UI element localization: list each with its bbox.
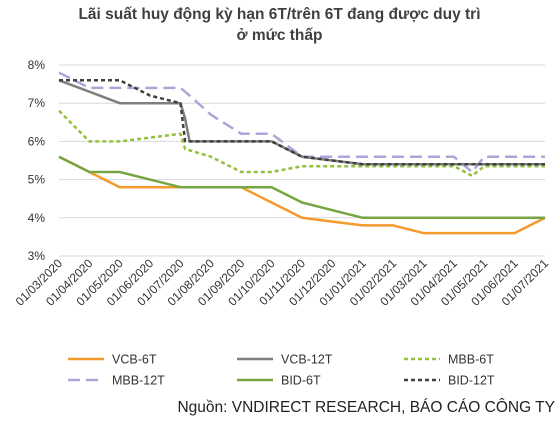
y-tick-label: 8% xyxy=(28,58,46,72)
series-line-bid-12t xyxy=(59,79,545,166)
chart-title: Lãi suất huy động kỳ hạn 6T/trên 6T đang… xyxy=(0,4,559,46)
y-tick-label: 4% xyxy=(28,211,46,225)
legend: VCB-6T VCB-12T MBB-6T MBB-12T BID-6T BID-12T xyxy=(68,353,495,388)
y-tick-label: 5% xyxy=(28,173,46,187)
legend-label-bid-6t: BID-6T xyxy=(281,374,321,388)
chart-title-line-1: Lãi suất huy động kỳ hạn 6T/trên 6T đang… xyxy=(78,6,481,23)
gridlines xyxy=(59,64,545,257)
y-tick-label: 7% xyxy=(28,96,46,110)
series-line-vcb-12t xyxy=(58,79,545,166)
y-tick-label: 6% xyxy=(28,134,46,148)
chart-title-line-2: ở mức thấp xyxy=(236,27,323,44)
source-note: Nguồn: VNDIRECT RESEARCH, BÁO CÁO CÔNG T… xyxy=(177,399,555,416)
y-axis: 3% 4% 5% 6% 7% 8% xyxy=(28,58,46,263)
legend-label-mbb-6t: MBB-6T xyxy=(448,353,494,367)
legend-label-vcb-12t: VCB-12T xyxy=(281,353,333,367)
series-line-bid-6t xyxy=(58,155,545,220)
y-tick-label: 3% xyxy=(28,249,46,263)
x-axis: 01/03/202001/04/202001/05/202001/06/2020… xyxy=(13,256,552,309)
legend-label-mbb-12t: MBB-12T xyxy=(112,374,165,388)
legend-label-vcb-6t: VCB-6T xyxy=(112,353,157,367)
series-lines xyxy=(58,71,546,235)
legend-label-bid-12t: BID-12T xyxy=(448,374,495,388)
series-line-mbb-12t xyxy=(58,71,545,174)
series-line-mbb-6t xyxy=(58,109,545,178)
series-line-vcb-6t xyxy=(58,155,546,235)
